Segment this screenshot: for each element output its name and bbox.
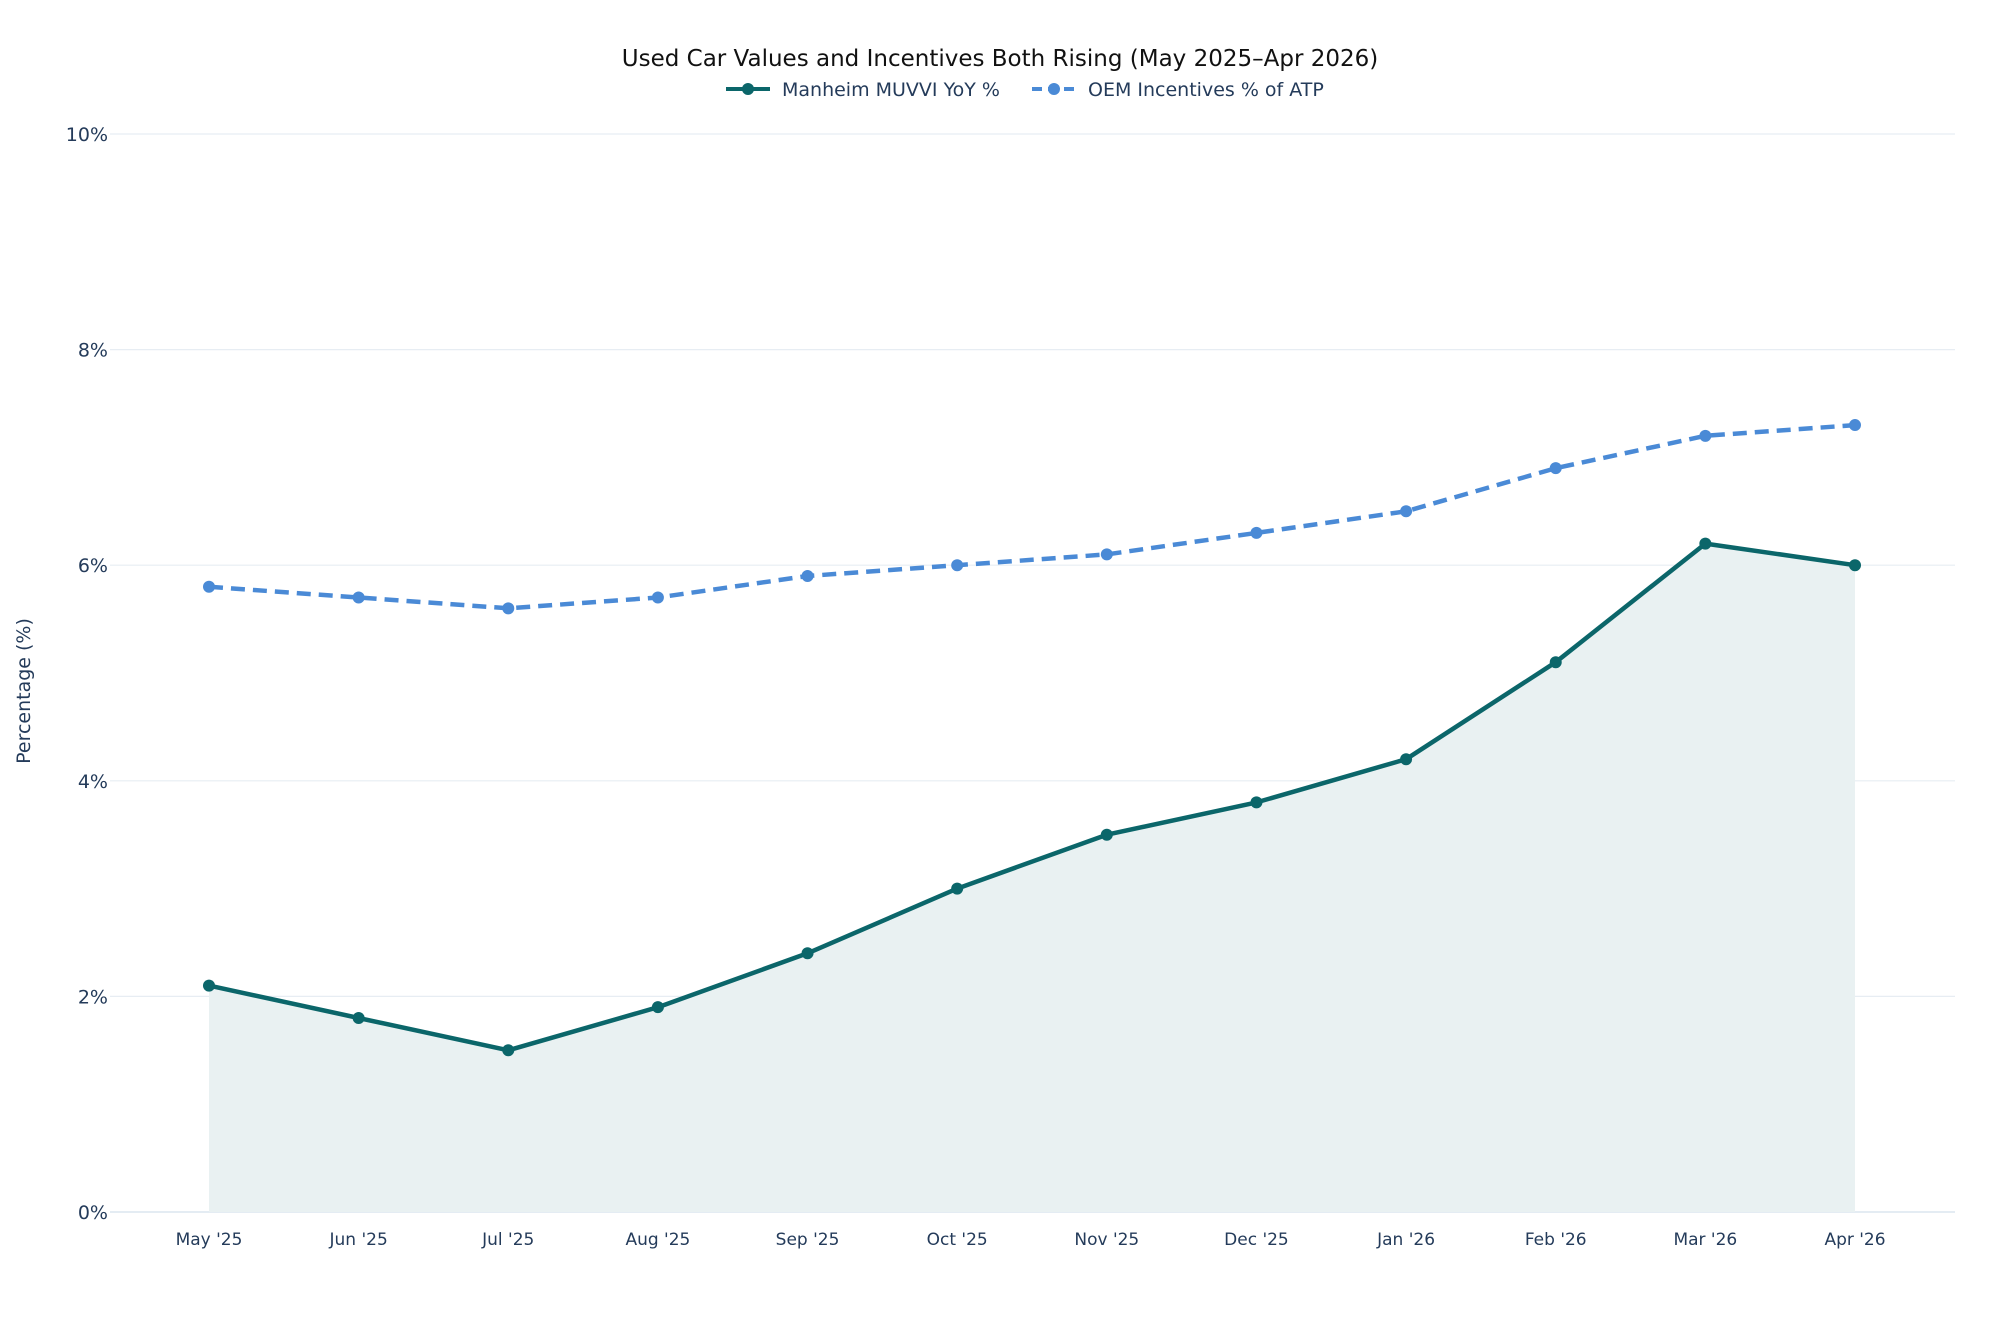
series-line-muvvi[interactable] (206, 541, 1858, 1053)
x-tick-label: Dec '25 (1224, 1230, 1289, 1250)
legend-item-oem[interactable]: OEM Incentives % of ATP (1032, 79, 1324, 101)
legend: Manheim MUVVI YoY % OEM Incentives % of … (726, 79, 1324, 101)
series-layer (206, 422, 1858, 1053)
data-point-oem[interactable] (352, 591, 365, 604)
data-point-muvvi[interactable] (1549, 656, 1562, 669)
data-point-muvvi[interactable] (203, 979, 215, 992)
y-tick-label: 4% (78, 771, 108, 793)
area-fill-muvvi (209, 543, 1855, 1212)
data-point-muvvi[interactable] (352, 1011, 365, 1024)
legend-marker-muvvi (742, 83, 754, 95)
x-tick-label: Jan '26 (1376, 1230, 1435, 1250)
x-tick-label: Sep '25 (776, 1230, 840, 1250)
y-tick-label: 6% (78, 555, 108, 577)
data-point-muvvi[interactable] (1699, 537, 1712, 550)
data-point-muvvi[interactable] (801, 947, 814, 960)
x-axis-ticks: May '25 Jun '25 Jul '25 Aug '25 Sep '25 Oct '… (176, 1230, 1886, 1250)
area-fill-layer (209, 543, 1855, 1212)
legend-label-oem: OEM Incentives % of ATP (1088, 79, 1324, 101)
legend-label-muvvi: Manheim MUVVI YoY % (782, 79, 1000, 101)
data-point-oem[interactable] (1849, 419, 1861, 432)
data-point-oem[interactable] (951, 559, 964, 572)
x-tick-label: May '25 (176, 1230, 243, 1250)
data-point-muvvi[interactable] (951, 882, 964, 895)
x-tick-label: Nov '25 (1074, 1230, 1139, 1250)
y-tick-label: 8% (78, 340, 108, 362)
x-tick-label: Apr '26 (1824, 1230, 1885, 1250)
data-point-muvvi[interactable] (502, 1044, 515, 1057)
data-point-oem[interactable] (651, 591, 664, 604)
data-point-muvvi[interactable] (1250, 796, 1263, 809)
data-point-oem[interactable] (801, 569, 814, 582)
x-tick-label: Jun '25 (328, 1230, 387, 1250)
x-tick-label: Jul '25 (481, 1230, 534, 1250)
data-point-muvvi[interactable] (1100, 828, 1113, 841)
data-point-oem[interactable] (1250, 526, 1263, 539)
data-points-layer (203, 419, 1861, 1057)
data-point-oem[interactable] (1699, 429, 1712, 442)
y-tick-label: 0% (78, 1202, 108, 1224)
y-tick-label: 10% (66, 124, 108, 146)
y-tick-label: 2% (78, 986, 108, 1008)
data-point-muvvi[interactable] (651, 1001, 664, 1014)
chart-title: Used Car Values and Incentives Both Risi… (622, 46, 1379, 72)
series-line-oem[interactable] (208, 422, 1856, 611)
x-tick-label: Feb '26 (1525, 1230, 1587, 1250)
legend-marker-oem (1048, 83, 1060, 95)
data-point-oem[interactable] (1400, 505, 1413, 518)
data-point-muvvi[interactable] (1400, 753, 1413, 766)
legend-item-muvvi[interactable]: Manheim MUVVI YoY % (726, 79, 1000, 101)
data-point-oem[interactable] (502, 602, 515, 615)
y-axis-ticks: 0% 2% 4% 6% 8% 10% (66, 124, 108, 1224)
y-axis-title: Percentage (%) (13, 618, 35, 764)
data-point-oem[interactable] (1100, 548, 1113, 561)
x-tick-label: Aug '25 (625, 1230, 690, 1250)
x-tick-label: Oct '25 (927, 1230, 988, 1250)
data-point-oem[interactable] (203, 580, 215, 593)
data-point-oem[interactable] (1549, 462, 1562, 475)
data-point-muvvi[interactable] (1849, 559, 1861, 572)
x-tick-label: Mar '26 (1673, 1230, 1737, 1250)
